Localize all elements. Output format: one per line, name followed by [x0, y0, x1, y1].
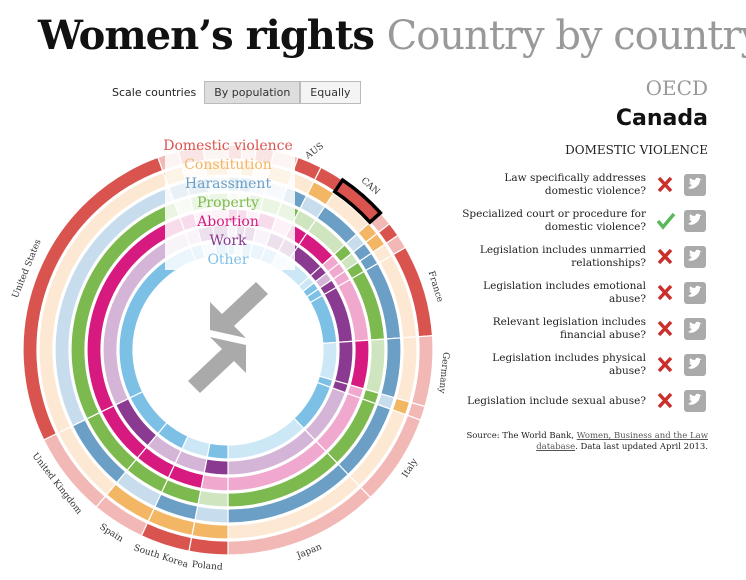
bird-icon	[688, 213, 702, 225]
answer-icons	[656, 210, 706, 232]
source-suffix: . Data last updated April 2013.	[575, 442, 708, 452]
answer-icons	[657, 174, 706, 196]
question-text: Specialized court or procedure for domes…	[462, 208, 646, 233]
scale-button[interactable]: Equally	[300, 81, 361, 104]
title-main: Women’s rights	[38, 12, 375, 59]
controls-label: Scale countries	[112, 86, 197, 99]
country-label: Italy	[401, 456, 421, 479]
legend-label: Other	[207, 252, 248, 268]
question-row: Legislation includes emotional abuse?	[460, 275, 708, 311]
ring-segment	[318, 341, 338, 381]
ring-segment	[203, 458, 229, 476]
cross-icon	[657, 248, 673, 265]
bird-icon	[688, 321, 702, 333]
cross-icon	[657, 392, 673, 409]
zoom-icon[interactable]	[188, 282, 268, 393]
ring-segment	[200, 473, 229, 492]
question-row: Relevant legislation includes financial …	[460, 311, 708, 347]
bird-icon	[688, 285, 702, 297]
answer-icons	[657, 354, 706, 376]
cross-icon	[657, 176, 673, 193]
selection	[332, 177, 383, 225]
legend-label: Harassment	[185, 176, 272, 192]
cross-icon	[657, 356, 673, 373]
country-label: Germany	[436, 351, 450, 394]
arrow	[210, 282, 268, 338]
ring-segment	[206, 442, 229, 460]
cross-icon	[657, 284, 673, 301]
question-text: Legislation include sexual abuse?	[467, 394, 646, 407]
answer-icons	[657, 246, 706, 268]
arrow	[188, 337, 246, 393]
country-label: Poland	[191, 560, 223, 573]
country-name: Canada	[615, 106, 708, 131]
ring-chart: AUSCANFranceGermanyItalyJapanPolandSouth…	[11, 136, 450, 573]
question-text: Relevant legislation includes financial …	[492, 316, 646, 341]
detail-panel: OECD Canada DOMESTIC VIOLENCE Law specif…	[460, 76, 708, 453]
ring-segment	[118, 246, 197, 399]
bird-icon	[688, 249, 702, 261]
ring-segment	[197, 489, 229, 508]
country-label: France	[426, 270, 445, 304]
question-list: Law specifically addresses domestic viol…	[460, 167, 708, 419]
legend-label: Abortion	[196, 214, 259, 230]
bird-icon	[688, 357, 702, 369]
question-row: Legislation includes unmarried relations…	[460, 239, 708, 275]
subtitle: Country by country	[386, 13, 746, 59]
source-prefix: Source: The World Bank,	[466, 431, 575, 441]
bird-icon	[688, 393, 702, 405]
section-title: DOMESTIC VIOLENCE	[565, 143, 708, 157]
check-icon	[656, 212, 676, 230]
question-text: Law specifically addresses domestic viol…	[504, 172, 646, 197]
question-text: Legislation includes emotional abuse?	[483, 280, 646, 305]
title: Women’s rights Country by country	[38, 12, 746, 59]
legend-label: Property	[197, 195, 259, 211]
group-label: OECD	[645, 76, 708, 100]
source-link[interactable]: Women, Business and the Law database	[536, 431, 708, 452]
cross-icon	[657, 320, 673, 337]
answer-icons	[657, 318, 706, 340]
country-label: AUS	[303, 141, 326, 162]
legend-bg	[165, 136, 295, 270]
question-row: Specialized court or procedure for domes…	[460, 203, 708, 239]
answer-icons	[657, 282, 706, 304]
question-text: Legislation includes physical abuse?	[492, 352, 646, 377]
question-text: Legislation includes unmarried relations…	[479, 244, 646, 269]
legend-label: Domestic violence	[163, 138, 293, 154]
scale-button[interactable]: By population	[204, 81, 301, 104]
question-row: Law specifically addresses domestic viol…	[460, 167, 708, 203]
ring-segment	[194, 505, 229, 524]
ring-segment	[188, 536, 229, 556]
country-label: Spain	[97, 522, 124, 544]
question-row: Legislation includes physical abuse?	[460, 347, 708, 383]
answer-icons	[657, 390, 706, 412]
legend-label: Work	[209, 233, 247, 249]
scale-controls: Scale countries By population Equally	[112, 81, 361, 104]
legend-label: Constitution	[184, 157, 272, 173]
question-row: Legislation include sexual abuse?	[460, 383, 708, 419]
ring-segment	[191, 521, 229, 540]
country-label: Japan	[295, 542, 324, 561]
bird-icon	[688, 177, 702, 189]
source: Source: The World Bank, Women, Business …	[460, 431, 708, 453]
